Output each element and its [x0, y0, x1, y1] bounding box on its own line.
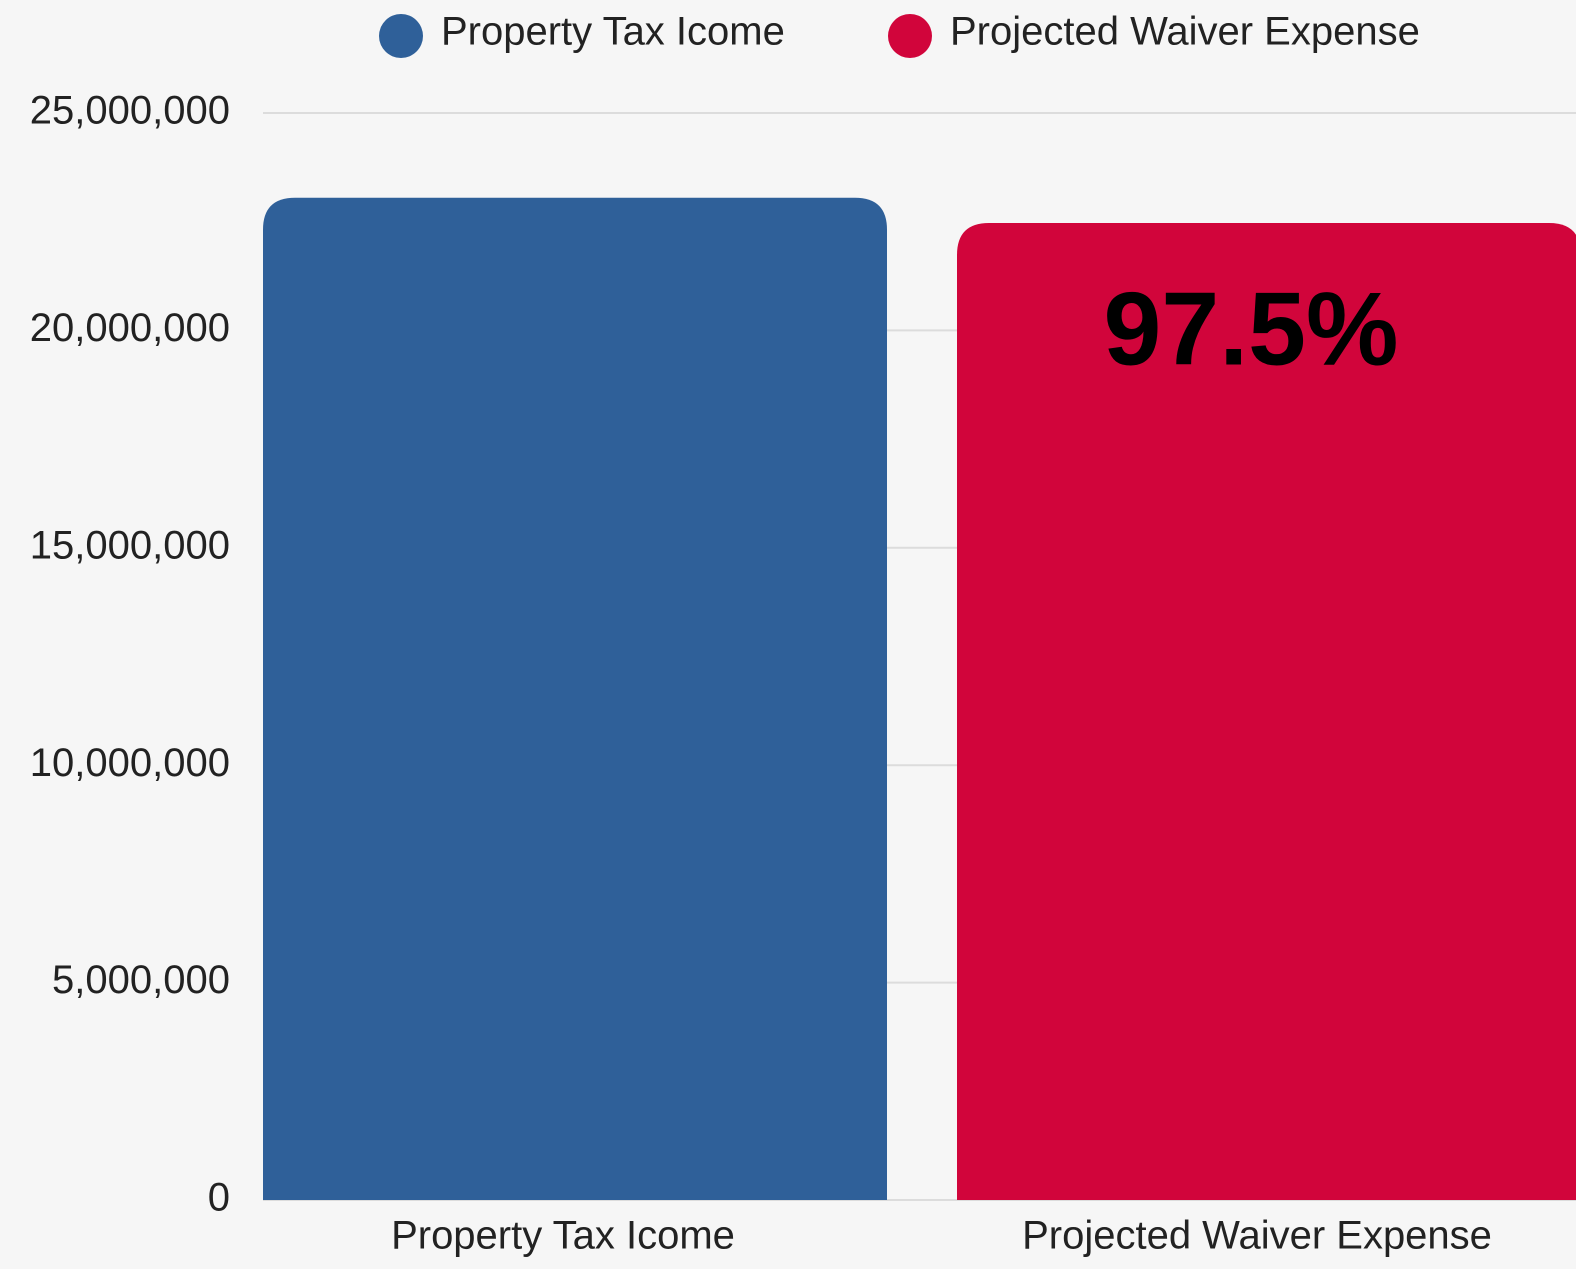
- annotation: 97.5%: [1104, 271, 1399, 387]
- x-tick-label: Projected Waiver Expense: [1022, 1214, 1492, 1258]
- y-tick-label: 15,000,000: [30, 523, 230, 567]
- y-tick-label: 10,000,000: [30, 741, 230, 785]
- bar: [263, 197, 887, 1200]
- y-tick-label: 20,000,000: [30, 306, 230, 350]
- y-tick-label: 0: [208, 1176, 230, 1220]
- y-tick-label: 5,000,000: [52, 958, 230, 1002]
- legend-label: Property Tax Icome: [441, 10, 785, 54]
- y-tick-label: 25,000,000: [30, 89, 230, 133]
- legend-swatch: [888, 14, 932, 58]
- legend-swatch: [379, 14, 423, 58]
- bar: [957, 223, 1576, 1200]
- x-tick-label: Property Tax Icome: [391, 1214, 735, 1258]
- legend-label: Projected Waiver Expense: [950, 10, 1420, 54]
